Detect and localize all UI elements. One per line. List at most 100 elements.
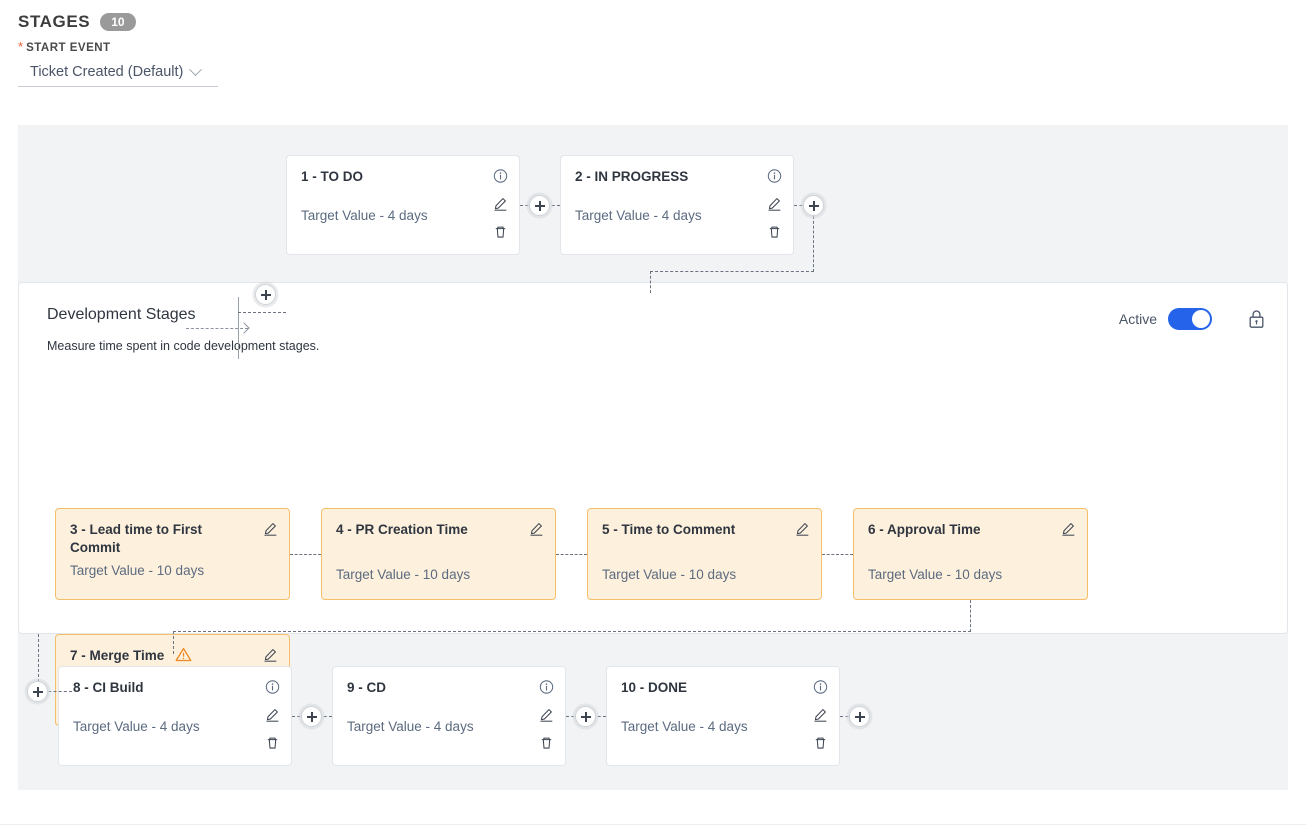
- stage-card-target: Target Value - 4 days: [575, 208, 702, 224]
- stage-card-2[interactable]: 2 - IN PROGRESS Target Value - 4 days: [560, 155, 794, 255]
- edit-icon[interactable]: [529, 521, 544, 537]
- add-stage-button-between-8-9[interactable]: [301, 706, 322, 727]
- connector-stage6-to-stage7-horiz: [173, 631, 971, 632]
- add-stage-button-between-1-2[interactable]: [529, 195, 550, 216]
- stage-card-target: Target Value - 4 days: [621, 719, 748, 735]
- stage-card-actions: [493, 168, 508, 240]
- delete-icon[interactable]: [265, 735, 280, 751]
- edit-icon[interactable]: [263, 521, 278, 537]
- edit-icon[interactable]: [1061, 521, 1076, 537]
- stage-card-title: 2 - IN PROGRESS: [575, 169, 689, 184]
- page-title: STAGES: [18, 12, 91, 31]
- stage-card-title: 6 - Approval Time: [868, 522, 981, 537]
- stages-canvas: Ticket Created 1 - TO DO Target Value - …: [18, 125, 1288, 790]
- section-active-toggle-group[interactable]: Active: [1119, 308, 1212, 330]
- edit-icon[interactable]: [795, 521, 810, 537]
- required-asterisk: *: [18, 39, 24, 54]
- development-stages-section: Development Stages Measure time spent in…: [18, 282, 1288, 726]
- add-stage-button-between-9-10[interactable]: [575, 706, 596, 727]
- stage-card-actions: [767, 168, 782, 240]
- stage-card-title: 8 - CI Build: [73, 680, 144, 695]
- connector-to-section-vert-left: [650, 271, 651, 293]
- delete-icon[interactable]: [767, 224, 782, 240]
- info-icon[interactable]: [539, 679, 554, 695]
- stage-card-target: Target Value - 4 days: [301, 208, 428, 224]
- stage-card-actions: [529, 521, 544, 537]
- stage-card-actions: [813, 679, 828, 751]
- connector-stage2-out: [794, 205, 808, 206]
- stage-card-title: 3 - Lead time to First Commit: [70, 522, 203, 556]
- delete-icon[interactable]: [813, 735, 828, 751]
- stage-card-target: Target Value - 4 days: [347, 719, 474, 735]
- add-stage-button-after-10[interactable]: [849, 706, 870, 727]
- info-icon[interactable]: [493, 168, 508, 184]
- connector-to-section-horiz: [650, 271, 814, 272]
- start-event-label-row: * START EVENT: [18, 40, 218, 54]
- stage-card-title: 4 - PR Creation Time: [336, 522, 468, 537]
- connector-stage5-to-stage6: [822, 554, 853, 555]
- connector-stage3-to-stage4: [290, 554, 321, 555]
- chevron-down-icon: [189, 62, 203, 76]
- add-stage-button-before-1[interactable]: [255, 284, 276, 305]
- connector-section-to-stage8-horiz: [38, 691, 72, 692]
- connector-start-to-stage1: [238, 312, 286, 313]
- stages-count-badge: 10: [100, 13, 136, 31]
- info-icon[interactable]: [265, 679, 280, 695]
- stage-card-target: Target Value - 10 days: [336, 567, 471, 583]
- connector-to-section-vert-right: [813, 216, 814, 272]
- active-toggle[interactable]: [1168, 308, 1212, 330]
- stage-card-actions: [539, 679, 554, 751]
- stage-card-actions: [795, 521, 810, 537]
- start-event-select[interactable]: Ticket Created (Default): [18, 62, 218, 87]
- stage-card-actions: [1061, 521, 1076, 537]
- stage-card-target: Target Value - 4 days: [73, 719, 200, 735]
- stage-card-8[interactable]: 8 - CI Build Target Value - 4 days: [58, 666, 292, 766]
- stages-header: STAGES 10 * START EVENT Ticket Created (…: [18, 12, 218, 87]
- stage-card-target: Target Value - 10 days: [868, 567, 1003, 583]
- edit-icon[interactable]: [265, 707, 280, 723]
- start-arrow-line: [186, 328, 248, 329]
- start-event-selected-value: Ticket Created (Default): [30, 64, 184, 80]
- start-branch-bar: [238, 297, 239, 359]
- connector-section-to-stage8-vert: [38, 634, 39, 692]
- stage-card-actions: [263, 647, 278, 663]
- stage-card-10[interactable]: 10 - DONE Target Value - 4 days: [606, 666, 840, 766]
- edit-icon[interactable]: [767, 196, 782, 212]
- add-stage-button-after-2[interactable]: [803, 195, 824, 216]
- stage-card-9[interactable]: 9 - CD Target Value - 4 days: [332, 666, 566, 766]
- stage-card-title: 7 - Merge Time: [70, 647, 275, 665]
- edit-icon[interactable]: [263, 647, 278, 663]
- stage-card-4[interactable]: 4 - PR Creation Time Target Value - 10 d…: [321, 508, 556, 600]
- stage-card-target: Target Value - 10 days: [602, 567, 737, 583]
- lock-icon[interactable]: [1248, 309, 1265, 329]
- edit-icon[interactable]: [813, 707, 828, 723]
- section-controls: Active: [1119, 308, 1265, 330]
- stage-card-5[interactable]: 5 - Time to Comment Target Value - 10 da…: [587, 508, 822, 600]
- stages-header-row: STAGES 10: [18, 12, 218, 32]
- info-icon[interactable]: [767, 168, 782, 184]
- stage-card-title: 1 - TO DO: [301, 169, 364, 184]
- stage-card-actions: [263, 521, 278, 537]
- stage-card-1[interactable]: 1 - TO DO Target Value - 4 days: [286, 155, 520, 255]
- section-description: Measure time spent in code development s…: [47, 339, 320, 353]
- connector-stage7-vert: [173, 631, 174, 654]
- info-icon[interactable]: [813, 679, 828, 695]
- delete-icon[interactable]: [493, 224, 508, 240]
- add-stage-button-before-8[interactable]: [27, 681, 48, 702]
- stage-card-title: 5 - Time to Comment: [602, 522, 736, 537]
- edit-icon[interactable]: [493, 196, 508, 212]
- stage-card-title: 10 - DONE: [621, 680, 688, 695]
- stage-card-6[interactable]: 6 - Approval Time Target Value - 10 days: [853, 508, 1088, 600]
- warning-triangle-icon: [175, 647, 192, 662]
- stage-card-target: Target Value - 10 days: [70, 563, 205, 579]
- stage-card-actions: [265, 679, 280, 751]
- connector-stage4-to-stage5: [556, 554, 587, 555]
- delete-icon[interactable]: [539, 735, 554, 751]
- edit-icon[interactable]: [539, 707, 554, 723]
- stage-card-title-text: 7 - Merge Time: [70, 648, 165, 663]
- connector-stage10-out: [840, 716, 854, 717]
- toggle-knob: [1192, 310, 1210, 328]
- stage-card-3[interactable]: 3 - Lead time to First Commit Target Val…: [55, 508, 290, 600]
- active-toggle-label: Active: [1118, 311, 1157, 327]
